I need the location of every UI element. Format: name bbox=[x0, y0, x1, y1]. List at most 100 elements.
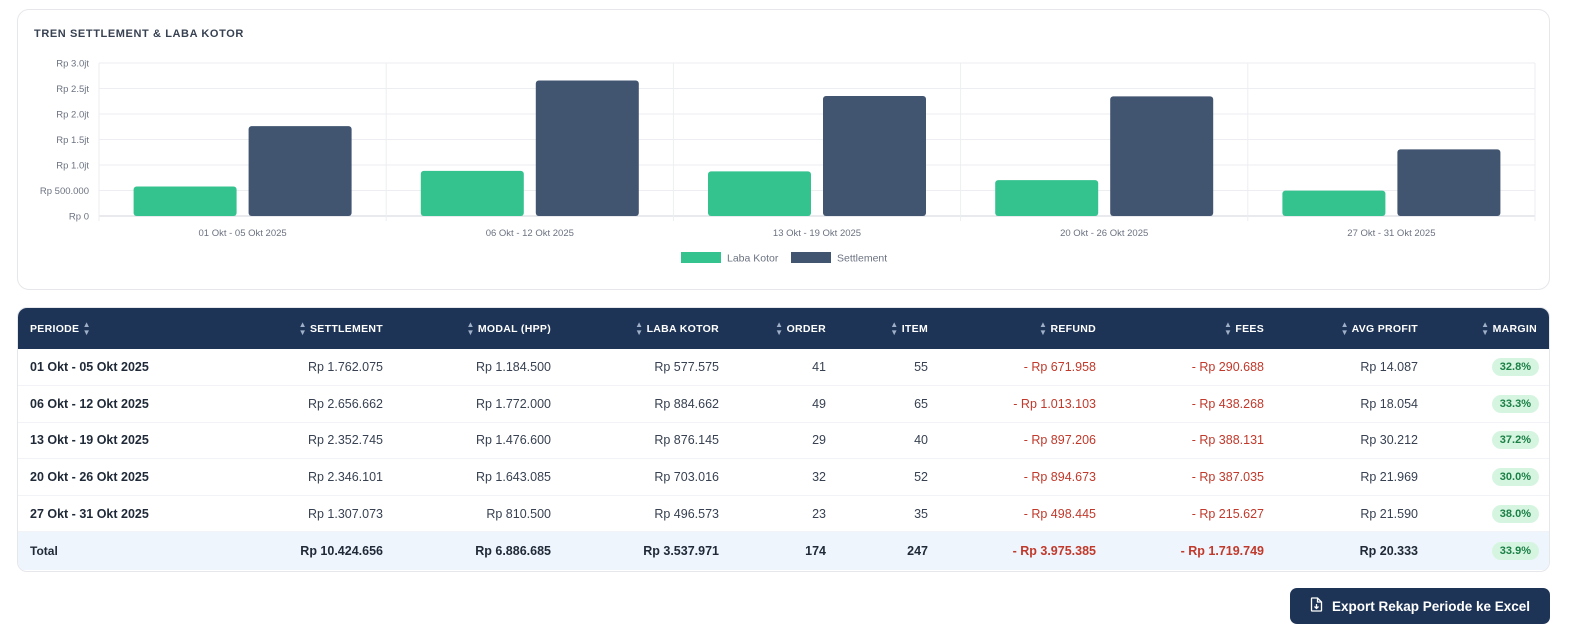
cell-laba-kotor: Rp 496.573 bbox=[654, 506, 719, 521]
cell-avg-profit: Rp 18.054 bbox=[1360, 396, 1418, 411]
cell-refund: - Rp 498.445 bbox=[1023, 506, 1096, 521]
cell-modal: Rp 1.772.000 bbox=[475, 396, 551, 411]
cell-item: 40 bbox=[914, 433, 928, 448]
th-item[interactable]: ▲ ▼ ITEM bbox=[890, 319, 928, 337]
bar-settlement bbox=[1110, 96, 1214, 216]
cell-refund: - Rp 894.673 bbox=[1023, 470, 1096, 485]
margin-badge: 30.0% bbox=[1491, 468, 1539, 487]
cell-fees: - Rp 215.627 bbox=[1191, 506, 1264, 521]
y-tick-label: Rp 3.0jt bbox=[56, 59, 89, 70]
cell-total-laba-kotor: Rp 3.537.971 bbox=[643, 544, 719, 559]
margin-badge: 32.8% bbox=[1491, 358, 1539, 377]
cell-total-refund: - Rp 3.975.385 bbox=[1012, 544, 1096, 559]
cell-avg-profit: Rp 14.087 bbox=[1360, 360, 1418, 375]
cell-refund: - Rp 897.206 bbox=[1023, 433, 1096, 448]
table-row: 01 Okt - 05 Okt 2025 Rp 1.762.075 Rp 1.1… bbox=[18, 349, 1549, 386]
cell-settlement: Rp 2.346.101 bbox=[307, 470, 383, 485]
cell-laba-kotor: Rp 703.016 bbox=[654, 470, 719, 485]
sort-icon: ▲ ▼ bbox=[890, 319, 899, 337]
x-tick-label: 27 Okt - 31 Okt 2025 bbox=[1347, 228, 1435, 239]
chart-title: TREN SETTLEMENT & LABA KOTOR bbox=[34, 28, 244, 40]
cell-fees: - Rp 387.035 bbox=[1191, 470, 1264, 485]
y-tick-label: Rp 500.000 bbox=[40, 186, 89, 197]
th-avg-profit[interactable]: ▲ ▼ AVG PROFIT bbox=[1340, 319, 1418, 337]
sort-icon: ▲ ▼ bbox=[635, 319, 644, 337]
cell-order: 41 bbox=[812, 360, 826, 375]
cell-periode: 27 Okt - 31 Okt 2025 bbox=[30, 506, 149, 521]
margin-badge: 33.9% bbox=[1491, 542, 1539, 561]
cell-modal: Rp 1.643.085 bbox=[475, 470, 551, 485]
cell-margin: 30.0% bbox=[1428, 459, 1549, 496]
legend-swatch bbox=[791, 252, 831, 263]
sort-icon: ▲ ▼ bbox=[1340, 319, 1349, 337]
x-tick-label: 13 Okt - 19 Okt 2025 bbox=[773, 228, 861, 239]
chart-card: TREN SETTLEMENT & LABA KOTOR Rp 0 Rp 500.… bbox=[17, 9, 1550, 290]
x-tick-label: 01 Okt - 05 Okt 2025 bbox=[199, 228, 287, 239]
margin-badge: 37.2% bbox=[1491, 431, 1539, 450]
bar-laba-kotor bbox=[133, 186, 237, 216]
cell-order: 32 bbox=[812, 470, 826, 485]
total-row: Total Rp 10.424.656 Rp 6.886.685 Rp 3.53… bbox=[18, 531, 1549, 570]
bar-settlement bbox=[823, 96, 926, 216]
sort-icon: ▲ ▼ bbox=[1039, 319, 1048, 337]
margin-badge: 33.3% bbox=[1491, 394, 1539, 413]
th-order[interactable]: ▲ ▼ ORDER bbox=[775, 319, 826, 337]
cell-item: 35 bbox=[914, 506, 928, 521]
cell-modal: Rp 1.476.600 bbox=[475, 433, 551, 448]
cell-margin: 33.3% bbox=[1428, 386, 1549, 423]
sort-icon: ▲ ▼ bbox=[1481, 319, 1490, 337]
y-tick-label: Rp 2.0jt bbox=[56, 110, 89, 121]
cell-settlement: Rp 2.656.662 bbox=[307, 396, 383, 411]
th-settlement[interactable]: ▲ ▼ SETTLEMENT bbox=[298, 319, 383, 337]
cell-settlement: Rp 2.352.745 bbox=[307, 433, 383, 448]
th-modal[interactable]: ▲ ▼ MODAL (HPP) bbox=[466, 319, 551, 337]
cell-total-avg-profit: Rp 20.333 bbox=[1359, 544, 1418, 559]
bar-settlement bbox=[535, 80, 639, 216]
cell-total-settlement: Rp 10.424.656 bbox=[300, 544, 383, 559]
cell-settlement: Rp 1.307.073 bbox=[307, 506, 383, 521]
cell-margin: 32.8% bbox=[1428, 349, 1549, 386]
th-margin[interactable]: ▲ ▼ MARGIN bbox=[1481, 319, 1537, 337]
table-row: 13 Okt - 19 Okt 2025 Rp 2.352.745 Rp 1.4… bbox=[18, 422, 1549, 459]
sort-icon: ▲ ▼ bbox=[466, 319, 475, 337]
cell-margin: 37.2% bbox=[1428, 422, 1549, 459]
cell-total-modal: Rp 6.886.685 bbox=[475, 544, 551, 559]
cell-avg-profit: Rp 21.969 bbox=[1360, 470, 1418, 485]
cell-avg-profit: Rp 21.590 bbox=[1360, 506, 1418, 521]
table-row: 06 Okt - 12 Okt 2025 Rp 2.656.662 Rp 1.7… bbox=[18, 386, 1549, 423]
cell-item: 55 bbox=[914, 360, 928, 375]
table-header-row: PERIODE ▲ ▼ ▲ ▼ SETTLEMENT ▲ ▼ MODAL (HPP) … bbox=[18, 308, 1549, 349]
table-row: 27 Okt - 31 Okt 2025 Rp 1.307.073 Rp 810… bbox=[18, 495, 1549, 532]
cell-margin: 38.0% bbox=[1428, 495, 1549, 532]
cell-fees: - Rp 438.268 bbox=[1191, 396, 1264, 411]
th-periode[interactable]: PERIODE ▲ ▼ bbox=[30, 319, 91, 337]
cell-refund: - Rp 1.013.103 bbox=[1013, 396, 1096, 411]
y-tick-label: Rp 1.5jt bbox=[56, 135, 89, 146]
th-refund[interactable]: ▲ ▼ REFUND bbox=[1039, 319, 1096, 337]
cell-periode: 20 Okt - 26 Okt 2025 bbox=[30, 470, 149, 485]
cell-settlement: Rp 1.762.075 bbox=[307, 360, 383, 375]
y-tick-label: Rp 2.5jt bbox=[56, 84, 89, 95]
cell-order: 29 bbox=[812, 433, 826, 448]
cell-total-label: Total bbox=[30, 544, 58, 559]
cell-periode: 01 Okt - 05 Okt 2025 bbox=[30, 360, 149, 375]
th-fees[interactable]: ▲ ▼ FEES bbox=[1223, 319, 1264, 337]
x-tick-label: 20 Okt - 26 Okt 2025 bbox=[1060, 228, 1148, 239]
cell-laba-kotor: Rp 577.575 bbox=[654, 360, 719, 375]
sort-icon: ▲ ▼ bbox=[298, 319, 307, 337]
bar-chart: Rp 0 Rp 500.000 Rp 1.0jt Rp 1.5jt Rp 2.0jt Rp… bbox=[40, 59, 1536, 265]
bar-settlement bbox=[248, 126, 352, 216]
legend-label: Laba Kotor bbox=[727, 253, 779, 265]
bar-laba-kotor bbox=[995, 180, 1099, 216]
cell-periode: 06 Okt - 12 Okt 2025 bbox=[30, 396, 149, 411]
sort-icon: ▲ ▼ bbox=[775, 319, 784, 337]
margin-badge: 38.0% bbox=[1491, 504, 1539, 523]
file-export-icon bbox=[1310, 597, 1323, 615]
y-tick-label: Rp 0 bbox=[69, 212, 89, 223]
cell-total-item: 247 bbox=[907, 544, 928, 559]
period-summary-table: PERIODE ▲ ▼ ▲ ▼ SETTLEMENT ▲ ▼ MODAL (HPP) … bbox=[17, 307, 1550, 572]
th-laba-kotor[interactable]: ▲ ▼ LABA KOTOR bbox=[635, 319, 719, 337]
export-excel-button[interactable]: Export Rekap Periode ke Excel bbox=[1290, 588, 1550, 624]
cell-fees: - Rp 388.131 bbox=[1191, 433, 1264, 448]
x-tick-label: 06 Okt - 12 Okt 2025 bbox=[486, 228, 574, 239]
